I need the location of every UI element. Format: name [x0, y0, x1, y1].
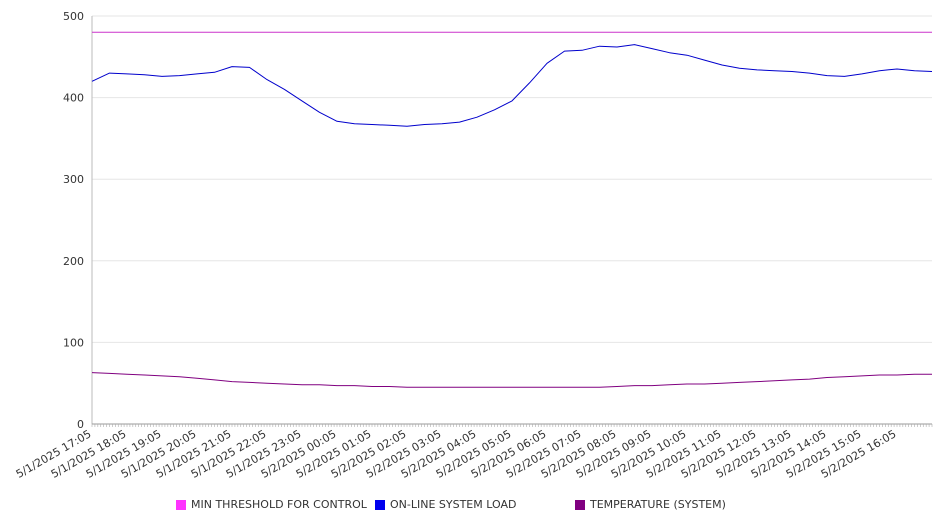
legend-swatch-temperature — [575, 499, 585, 510]
legend-swatch-system-load — [375, 499, 385, 510]
legend-item-min-threshold[interactable]: MIN THRESHOLD FOR CONTROL — [176, 498, 367, 511]
series-line-2 — [91, 372, 932, 388]
series-lines — [91, 31, 933, 388]
y-tick-label: 500 — [63, 10, 84, 23]
y-tick-label: 400 — [63, 92, 84, 105]
legend-swatch-min-threshold — [176, 499, 186, 510]
legend-item-temperature[interactable]: TEMPERATURE (SYSTEM) — [575, 498, 726, 511]
grid-lines — [92, 15, 932, 343]
y-tick-label: 300 — [63, 173, 84, 186]
axes — [91, 16, 932, 425]
y-tick-label: 200 — [63, 255, 84, 268]
x-axis-ticks: 5/1/2025 17:055/1/2025 18:055/1/2025 19:… — [14, 424, 933, 481]
y-tick-label: 0 — [77, 418, 84, 431]
legend-label-temperature: TEMPERATURE (SYSTEM) — [590, 498, 726, 511]
y-tick-label: 100 — [63, 336, 84, 349]
series-line-1 — [91, 44, 933, 127]
legend-label-min-threshold: MIN THRESHOLD FOR CONTROL — [191, 498, 367, 511]
legend: MIN THRESHOLD FOR CONTROL ON-LINE SYSTEM… — [0, 498, 946, 518]
legend-item-system-load[interactable]: ON-LINE SYSTEM LOAD — [375, 498, 516, 511]
legend-label-system-load: ON-LINE SYSTEM LOAD — [390, 498, 517, 511]
y-axis-ticks: 0 100 200 300 400 500 — [63, 10, 84, 431]
